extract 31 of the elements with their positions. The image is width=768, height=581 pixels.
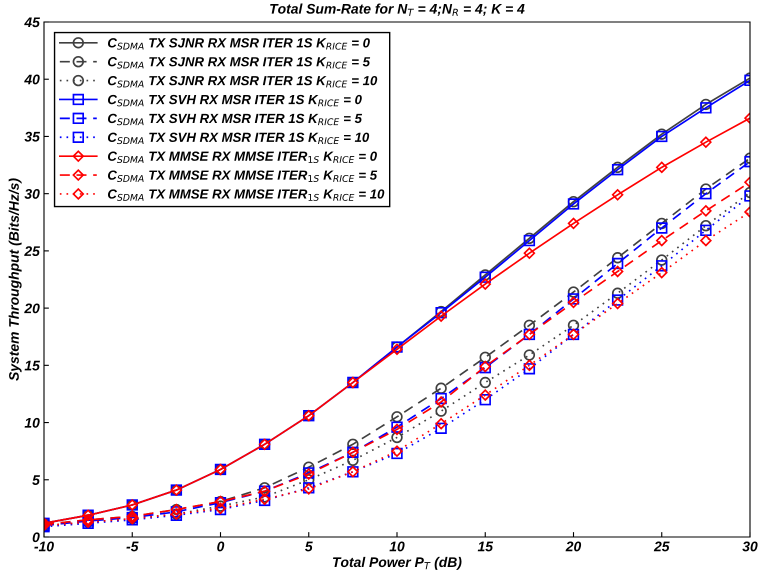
legend-label: C$_{SDMA}$ TX SVH RX MSR ITER 1S K$_{RICE}$ = 5: [108, 114, 362, 126]
x-tick-label: 25: [654, 542, 670, 552]
y-tick-label: 30: [24, 189, 40, 199]
x-tick-label: -10: [34, 542, 54, 552]
legend-label: C$_{SDMA}$ TX SJNR RX MSR ITER 1S K$_{RICE}$ = 0: [108, 38, 370, 50]
x-tick-label: 5: [305, 542, 313, 552]
y-tick-label: 15: [24, 360, 40, 371]
y-tick-label: 0: [32, 532, 40, 542]
x-tick-label: 15: [478, 542, 494, 552]
y-tick-label: 10: [24, 418, 40, 428]
chart-title: Total Sum-Rate for N$_{T}$ = 4;N$_{R}$ = 4; K = 4: [270, 4, 525, 16]
legend-label: C$_{SDMA}$ TX SJNR RX MSR ITER 1S K$_{RICE}$ = 10: [108, 76, 378, 88]
y-tick-label: 35: [24, 132, 40, 142]
x-tick-label: -5: [126, 542, 139, 552]
x-axis-title: Total Power P$_{T}$ (dB): [332, 556, 462, 570]
y-tick-label: 25: [24, 246, 40, 256]
x-tick-label: 0: [217, 542, 224, 552]
legend-label: C$_{SDMA}$ TX MMSE RX MMSE ITER$_{1S}$ K$_{RICE}$ = 10: [108, 189, 384, 201]
y-tick-label: 20: [24, 303, 40, 314]
legend-label: C$_{SDMA}$ TX SVH RX MSR ITER 1S K$_{RICE}$ = 10: [108, 132, 370, 144]
legend-label: C$_{SDMA}$ TX SVH RX MSR ITER 1S K$_{RICE}$ = 0: [108, 94, 362, 106]
legend-label: C$_{SDMA}$ TX SJNR RX MSR ITER 1S K$_{RICE}$ = 5: [108, 57, 370, 69]
x-tick-label: 30: [742, 542, 758, 552]
x-tick-label: 10: [390, 542, 405, 552]
legend-label: C$_{SDMA}$ TX MMSE RX MMSE ITER$_{1S}$ K$_{RICE}$ = 5: [108, 170, 378, 182]
y-axis-title: System Throughput (Bits/Hz/s): [8, 178, 22, 381]
x-tick-label: 20: [566, 542, 582, 552]
y-tick-label: 45: [24, 17, 40, 28]
y-tick-label: 5: [32, 475, 40, 485]
y-tick-label: 40: [24, 74, 40, 84]
legend-label: C$_{SDMA}$ TX MMSE RX MMSE ITER$_{1S}$ K$_{RICE}$ = 0: [108, 152, 377, 164]
